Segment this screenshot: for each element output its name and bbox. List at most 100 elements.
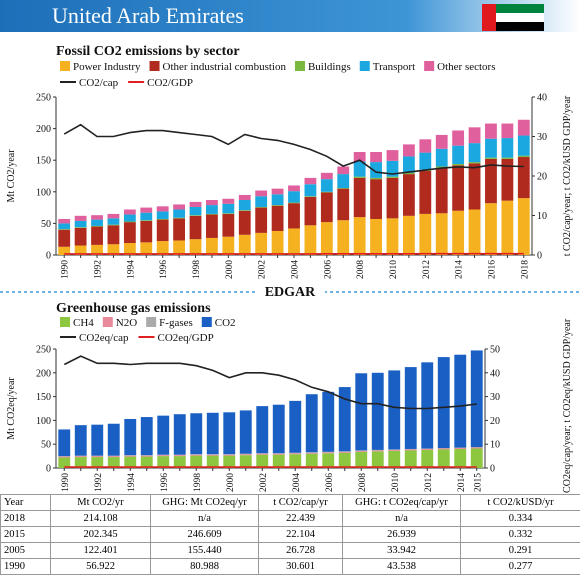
bar-segment: [353, 151, 366, 162]
table-cell: 202.345: [50, 526, 151, 543]
bar-segment: [402, 172, 415, 175]
y-tick-label: 50: [41, 440, 51, 451]
charts: United Arab Emirates EDGAR Fossil CO2 em…: [0, 0, 580, 494]
bar-segment: [304, 196, 317, 197]
bar-segment: [173, 456, 186, 468]
bar-segment: [223, 455, 236, 468]
bar-segment: [189, 215, 202, 216]
x-tick-label: 2006: [325, 473, 335, 492]
legend-label: CO2/cap: [79, 77, 119, 89]
bar-segment: [271, 205, 284, 231]
legend-swatch: [146, 317, 157, 327]
bar-segment: [452, 165, 465, 211]
legend-swatch: [149, 61, 160, 71]
x-tick-label: 2014: [457, 473, 467, 492]
bar-segment: [222, 213, 235, 237]
bar-segment: [419, 152, 432, 170]
bar-segment: [370, 179, 382, 219]
bar-segment: [238, 234, 251, 255]
bar-segment: [288, 202, 300, 204]
bar-segment: [355, 450, 368, 452]
bar-segment: [206, 214, 218, 238]
x-tick-label: 2016: [487, 260, 497, 279]
bar-segment: [190, 454, 203, 456]
bar-segment: [255, 206, 268, 208]
y2-tick-label: 10: [490, 440, 500, 451]
x-tick-label: 2018: [520, 260, 530, 279]
bar-segment: [320, 179, 333, 192]
bar-segment: [74, 245, 87, 255]
bar-segment: [402, 144, 415, 157]
bar-segment: [173, 209, 186, 218]
legend-swatch: [424, 61, 435, 71]
summary-table: Year Mt CO2/yr GHG: Mt CO2eq/yr t CO2/cap/y…: [0, 494, 580, 575]
series-line: [63, 123, 524, 175]
x-tick-label: 1992: [94, 260, 104, 279]
x-tick-label: 2014: [455, 260, 465, 279]
legend-label: Other industrial combustion: [163, 61, 287, 73]
table-cell: 155.440: [150, 542, 259, 559]
bar-segment: [371, 372, 384, 450]
table-cell: 0.334: [460, 510, 580, 527]
bar-segment: [157, 455, 170, 457]
bar-segment: [124, 418, 137, 456]
bar-segment: [388, 370, 401, 450]
table-cell: 2018: [0, 510, 51, 527]
bar-segment: [388, 450, 401, 468]
bar-segment: [173, 240, 186, 255]
x-tick-label: 2002: [259, 473, 269, 492]
bar-segment: [322, 391, 335, 452]
bar-segment: [485, 123, 497, 139]
bar-segment: [322, 452, 335, 454]
bar-segment: [337, 166, 350, 175]
y2-axis-label: t CO2/cap/year; t CO2/kUSD GDP/year: [562, 95, 573, 256]
bar-segment: [107, 457, 120, 468]
bar-segment: [404, 449, 417, 451]
bar-segment: [74, 215, 87, 221]
legend-swatch: [60, 61, 70, 71]
table-row: 1990 56.922 80.988 30.601 43.538 0.277: [0, 558, 580, 575]
bar-segment: [58, 229, 71, 230]
bar-segment: [468, 127, 481, 144]
bar-segment: [91, 225, 103, 227]
bar-segment: [123, 242, 136, 255]
bar-segment: [107, 224, 120, 226]
bar-segment: [272, 454, 285, 468]
legend-label: CH4: [73, 317, 94, 329]
bar-segment: [454, 448, 467, 468]
bar-segment: [452, 145, 465, 164]
bar-segment: [470, 350, 483, 448]
table-cell: 246.609: [150, 526, 259, 543]
x-tick-label: 1998: [193, 473, 203, 492]
bar-segment: [272, 453, 285, 455]
bar-segment: [91, 456, 104, 458]
x-tick-label: 2002: [258, 260, 268, 279]
bar-segment: [337, 188, 350, 189]
table-cell: 80.988: [150, 558, 259, 575]
bar-segment: [74, 456, 87, 458]
y2-tick-label: 30: [490, 392, 500, 403]
x-tick-label: 1996: [160, 473, 170, 492]
bar-segment: [305, 394, 318, 453]
bar-segment: [107, 456, 120, 458]
bar-segment: [304, 196, 317, 226]
bar-segment: [388, 449, 401, 451]
bar-segment: [517, 198, 530, 255]
bar-segment: [91, 457, 104, 468]
bar-segment: [238, 200, 251, 211]
bar-segment: [58, 218, 71, 224]
bar-segment: [419, 170, 432, 214]
bar-segment: [501, 200, 514, 255]
bar-segment: [255, 190, 268, 197]
bar-segment: [421, 448, 434, 450]
table-cell: 26.728: [258, 542, 343, 559]
bar-segment: [206, 237, 218, 255]
bar-segment: [353, 217, 366, 255]
legend-label: Power Industry: [73, 61, 141, 73]
bar-segment: [157, 456, 170, 468]
bar-segment: [435, 213, 448, 255]
legend-label: Other sectors: [437, 61, 495, 73]
x-tick-label: 2010: [391, 473, 401, 492]
bar-segment: [289, 454, 302, 468]
bar-segment: [58, 457, 71, 468]
